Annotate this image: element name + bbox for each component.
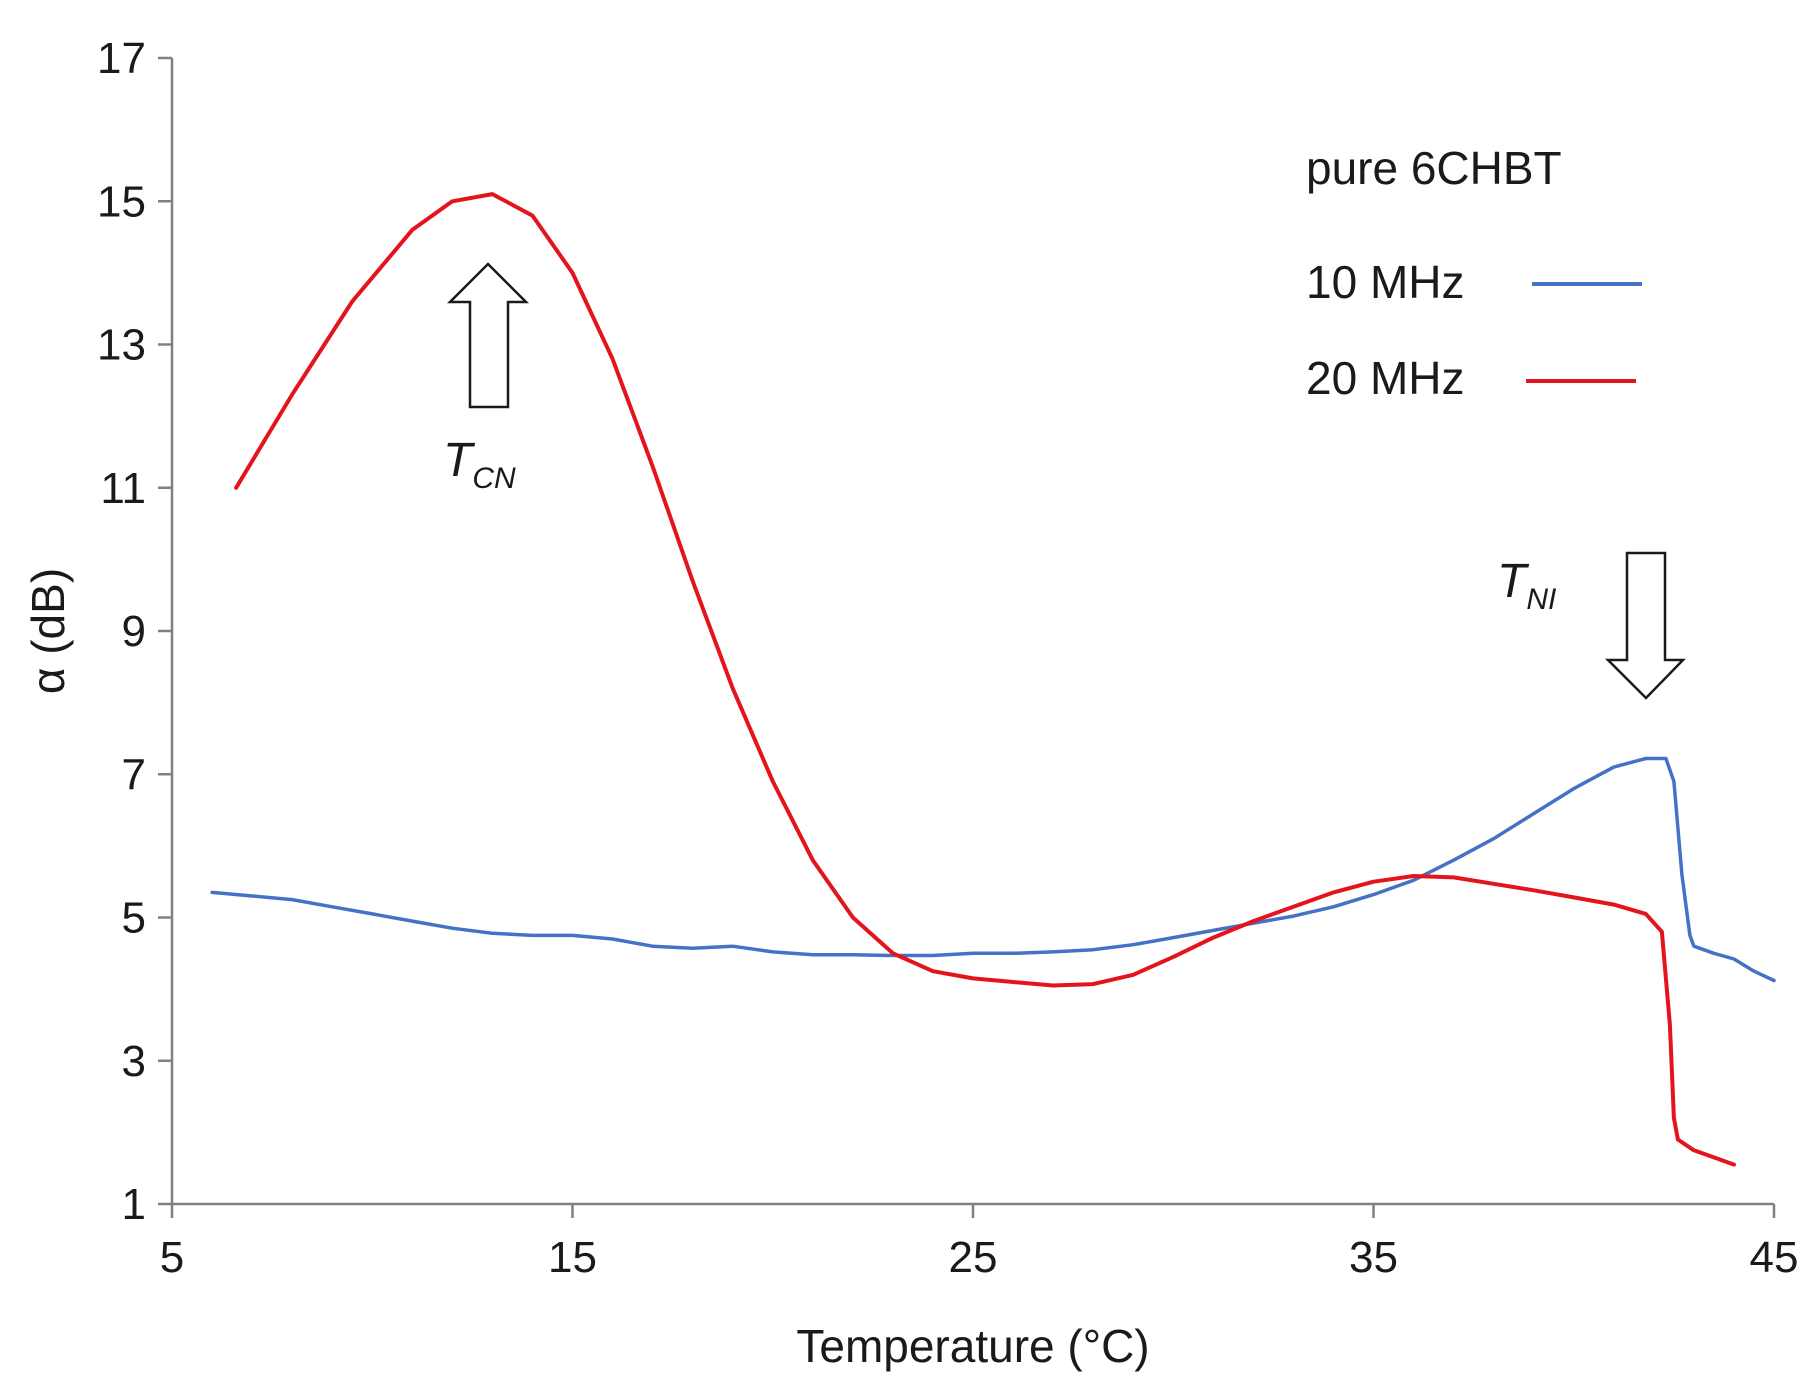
legend-label-20mhz: 20 MHz	[1306, 352, 1464, 404]
x-axis-title: Temperature (°C)	[796, 1320, 1149, 1372]
x-tick-label: 45	[1750, 1233, 1799, 1282]
y-tick-label: 11	[100, 464, 146, 513]
y-tick-label: 13	[97, 321, 146, 370]
x-ticks: 5 15 25 35 45	[160, 1204, 1799, 1282]
series-line-20mhz	[234, 192, 1736, 1167]
y-tick-label: 5	[122, 894, 146, 943]
y-tick-label: 7	[122, 750, 146, 799]
annotation-tcn-label: TCN	[443, 434, 516, 495]
arrow-down-icon	[1604, 551, 1686, 700]
arrow-up-icon	[446, 262, 530, 409]
x-tick-label: 15	[548, 1233, 597, 1282]
legend-label-10mhz: 10 MHz	[1306, 256, 1464, 308]
y-tick-label: 9	[122, 607, 146, 656]
x-tick-label: 5	[160, 1233, 184, 1282]
series-line-10mhz	[210, 756, 1776, 983]
x-tick-label: 35	[1349, 1233, 1398, 1282]
annotation-tcn-base: T	[443, 434, 476, 487]
x-tick-label: 25	[949, 1233, 998, 1282]
y-tick-label: 3	[122, 1037, 146, 1086]
annotation-tni-sub: NI	[1526, 583, 1556, 616]
annotation-tni: TNI	[1497, 551, 1686, 700]
series-layer	[210, 192, 1776, 1167]
annotation-tni-label: TNI	[1497, 555, 1556, 616]
legend-title: pure 6CHBT	[1306, 142, 1562, 194]
y-tick-label: 1	[122, 1180, 146, 1229]
y-tick-label: 17	[97, 34, 146, 83]
annotation-tcn-sub: CN	[472, 462, 516, 495]
annotation-tcn: TCN	[443, 262, 530, 495]
annotation-tni-base: T	[1497, 555, 1530, 608]
y-tick-label: 15	[97, 177, 146, 226]
legend: pure 6CHBT 10 MHz 20 MHz	[1306, 142, 1642, 404]
y-axis-title: α (dB)	[22, 568, 74, 694]
